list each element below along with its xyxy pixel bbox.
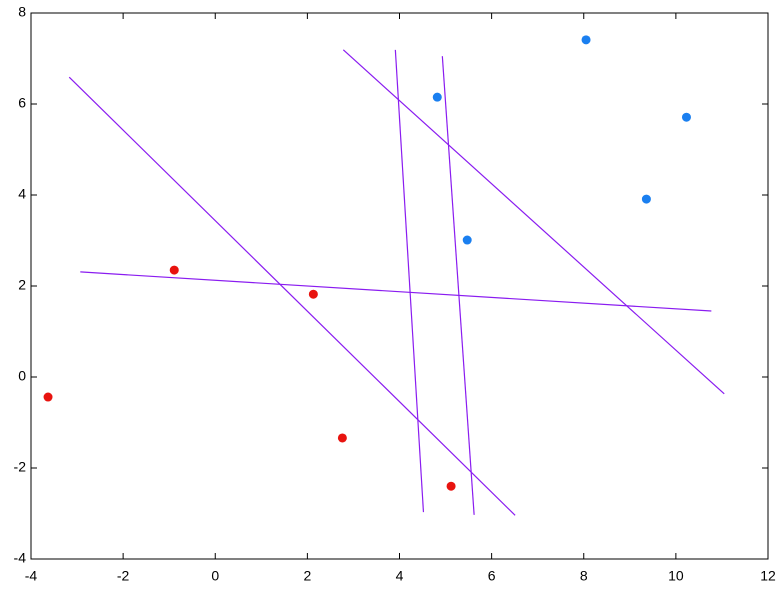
x-tick-label: -2 bbox=[117, 568, 130, 584]
separator-line bbox=[394, 49, 425, 513]
x-tick-label: 4 bbox=[396, 568, 404, 584]
x-tick-label: 2 bbox=[303, 568, 311, 584]
point bbox=[337, 433, 347, 443]
point bbox=[308, 289, 318, 299]
y-tick-label: 2 bbox=[18, 277, 26, 293]
separator-line bbox=[68, 76, 516, 516]
x-tick-label: -4 bbox=[25, 568, 38, 584]
plot-frame bbox=[30, 12, 769, 560]
x-tick-label: 10 bbox=[668, 568, 684, 584]
y-tick-label: -2 bbox=[14, 459, 27, 475]
x-tick-label: 0 bbox=[211, 568, 219, 584]
point bbox=[681, 112, 691, 122]
y-tick-label: 4 bbox=[18, 186, 26, 202]
x-tick-label: 12 bbox=[760, 568, 776, 584]
point bbox=[432, 92, 442, 102]
y-tick-label: 6 bbox=[18, 95, 26, 111]
separator-line bbox=[342, 49, 725, 395]
y-tick-label: -4 bbox=[14, 550, 27, 566]
point bbox=[462, 235, 472, 245]
point bbox=[169, 265, 179, 275]
point bbox=[43, 392, 53, 402]
y-tick-label: 0 bbox=[18, 368, 26, 384]
separator-line bbox=[80, 271, 712, 312]
y-tick-label: 8 bbox=[18, 4, 26, 20]
point bbox=[581, 35, 591, 45]
separator-line bbox=[441, 56, 475, 515]
x-tick-label: 8 bbox=[580, 568, 588, 584]
x-tick-label: 6 bbox=[488, 568, 496, 584]
point bbox=[641, 194, 651, 204]
point bbox=[446, 481, 456, 491]
